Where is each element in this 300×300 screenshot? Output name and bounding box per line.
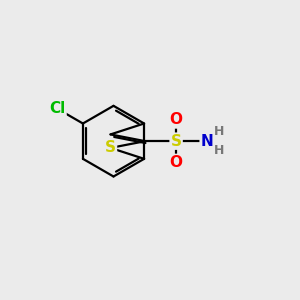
Text: Cl: Cl	[49, 101, 65, 116]
Text: H: H	[214, 144, 224, 157]
Text: O: O	[169, 155, 183, 170]
Text: N: N	[201, 134, 213, 149]
Text: H: H	[214, 125, 224, 138]
Text: O: O	[169, 112, 183, 128]
Text: S: S	[105, 140, 116, 155]
Text: S: S	[171, 134, 182, 149]
